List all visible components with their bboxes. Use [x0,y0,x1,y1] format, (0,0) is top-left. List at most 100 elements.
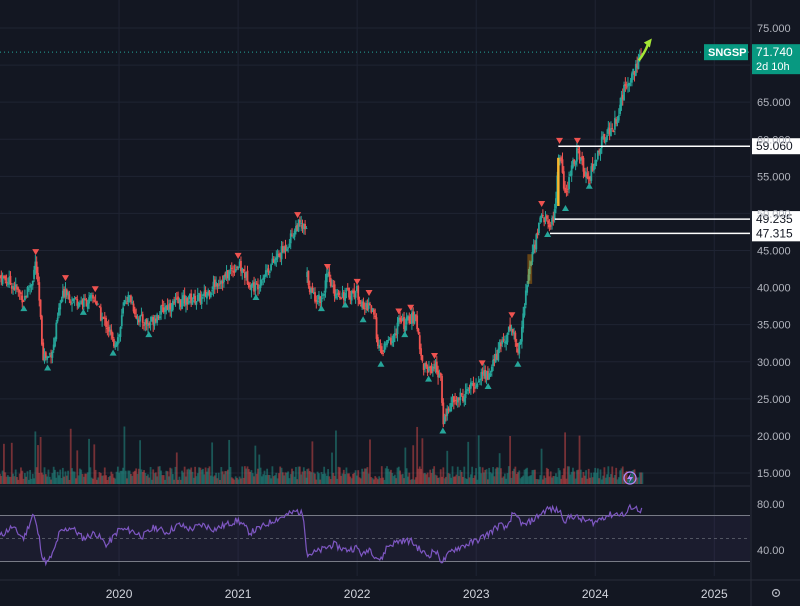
lightning-icon[interactable] [623,471,637,485]
candle-body [219,283,221,285]
candle-body [637,57,640,69]
volume-bar [139,440,142,484]
candle-body [362,301,365,309]
volume-bar [353,472,356,484]
candle-body [288,243,291,248]
volume-bar [234,476,237,484]
volume-bar [471,466,474,484]
candle-body [102,316,105,319]
gear-icon[interactable] [771,588,781,598]
volume-bar [365,468,367,484]
rsi-pane[interactable]: 80.00 40.00 [0,499,785,567]
candle-body [585,171,587,178]
candle-body [594,159,597,166]
volume-bar [572,467,574,484]
candle-body [204,290,207,297]
volume-bar [131,475,134,484]
volume-bar [137,468,140,484]
candle-body [236,267,238,269]
candle-body [490,366,493,373]
candle-body [305,228,308,230]
buy-signal-marker [44,364,52,371]
volume-bar [99,473,102,484]
volume-bar [441,476,443,484]
candle-body [634,64,637,76]
buy-signal-marker [401,331,409,338]
candle-body [207,290,210,296]
candle-body [223,275,225,283]
volume-bar [264,475,267,484]
volume-bar [598,478,601,484]
volume-bar [219,479,221,484]
candle-body [500,343,502,347]
candle-body [185,295,187,306]
candle-body [186,298,189,305]
volume-bar [316,471,319,484]
volume-bar [274,475,276,484]
volume-bar [577,469,580,484]
candle-body [143,324,145,326]
buy-signal-marker [109,349,117,356]
candle-body [86,303,89,309]
candle-body [560,157,563,162]
candle-body [209,292,212,298]
volume-bar [307,468,310,484]
volume-bar [220,467,223,484]
volume-bar [356,475,358,484]
volume-bar [346,473,349,484]
candle-body [595,159,598,162]
symbol-tag[interactable] [704,44,748,61]
candle-body [122,307,124,314]
volume-bar [69,428,72,484]
candle-body [224,273,227,277]
candle-body [211,290,214,292]
candle-body [251,282,254,286]
volume-bar [641,472,644,484]
volume-bar [285,472,288,484]
volume-bar [492,466,494,484]
candle-body [477,380,480,382]
volume-bar [199,467,202,484]
volume-bar [283,475,286,484]
volume-bar [23,473,26,484]
candle-body [329,277,332,286]
candle-body [221,281,224,284]
candle-body [632,68,635,74]
volume-bar [570,471,573,484]
candle-body [254,283,257,291]
candle-body [501,340,504,344]
volume-bar [528,475,531,484]
volume-bar [21,470,24,484]
candle-body [636,63,639,68]
candle-body [498,342,501,350]
candle-body [151,316,153,322]
candle-body [5,281,8,284]
candle-body [345,290,348,292]
volume-bar [251,473,254,484]
volume-bar [357,470,360,484]
candle-body [238,261,241,267]
candle-body [353,290,356,298]
candle-body [367,302,370,309]
volume-bar [521,476,523,484]
candle-body [412,311,415,323]
volume-bar [413,479,416,484]
candle-body [315,300,318,302]
volume-bar [204,467,207,484]
candle-body [78,303,81,305]
candle-body [194,295,197,304]
candle-body [510,327,513,331]
volume-bar [459,470,462,484]
candle-body [479,379,481,381]
volume-bar [114,478,117,484]
volume-bar [599,469,602,484]
candle-body [484,369,487,379]
candle-body [413,314,416,324]
volume-bar [135,468,138,484]
candle-body [147,323,149,327]
volume-bar [128,470,131,484]
volume-bar [602,475,604,484]
volume-bar [179,479,182,484]
